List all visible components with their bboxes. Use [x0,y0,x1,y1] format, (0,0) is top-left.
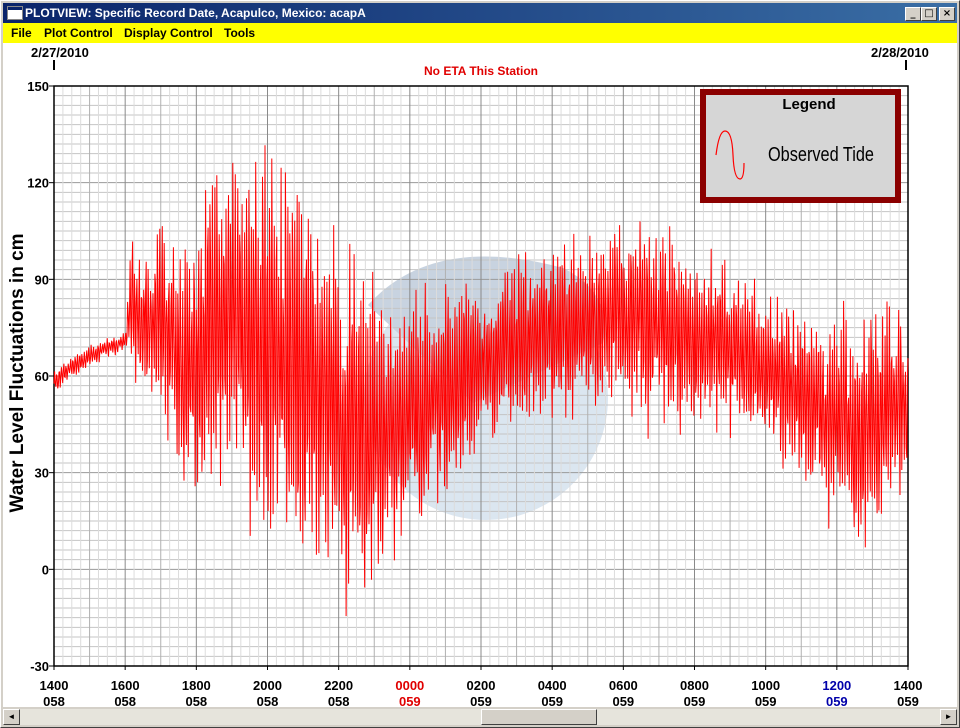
menu-tools[interactable]: Tools [224,26,256,40]
x-tick-label-time: 1200 [822,678,851,693]
x-tick-label-day: 059 [541,694,563,707]
x-axis: 1400058160005818000582000058220005800000… [40,666,923,707]
x-tick-label-time: 0800 [680,678,709,693]
scroll-thumb[interactable] [481,709,597,725]
x-tick-label-time: 2200 [324,678,353,693]
date-start-label: 2/27/2010 [31,45,89,60]
y-tick-label: 30 [35,466,49,481]
app-icon [7,6,23,20]
menu-file[interactable]: File [11,26,32,40]
x-tick-label-day: 058 [185,694,207,707]
x-tick-label-time: 0600 [609,678,638,693]
x-tick-label-day: 059 [826,694,848,707]
y-tick-label: -30 [30,659,49,674]
x-tick-label-time: 1800 [182,678,211,693]
y-tick-label: 0 [42,562,49,577]
y-tick-label: 120 [27,176,49,191]
x-tick-label-time: 1400 [40,678,69,693]
legend-swatch-icon [715,130,745,180]
y-axis: -30 0 30 60 90 120 150 [27,79,54,674]
menu-display-control[interactable]: Display Control [124,26,213,40]
y-tick-label: 60 [35,369,49,384]
y-tick-label: 150 [27,79,49,94]
window-title: PLOTVIEW: Specific Record Date, Acapulco… [25,6,366,20]
plot-area: -30 0 30 60 90 120 150 1400 058 1600 058 1800 058 20… [3,43,957,707]
chart-subtitle: No ETA This Station [424,64,538,78]
close-button[interactable]: × [939,7,955,21]
scroll-right-button[interactable]: ► [940,709,957,725]
x-tick-label-day: 058 [114,694,136,707]
x-tick-label-time: 0400 [538,678,567,693]
x-tick-label-day: 059 [399,694,421,707]
y-tick-label: 90 [35,272,49,287]
x-tick-label-day: 059 [684,694,706,707]
x-tick-label-time: 2000 [253,678,282,693]
x-tick-label-day: 059 [470,694,492,707]
minimize-button[interactable]: _ [905,7,921,21]
x-tick-label-time: 1000 [751,678,780,693]
menu-plot-control[interactable]: Plot Control [44,26,113,40]
x-tick-label-day: 059 [897,694,919,707]
x-tick-label-time: 0000 [395,678,424,693]
title-bar[interactable]: PLOTVIEW: Specific Record Date, Acapulco… [3,3,957,23]
x-tick-label-time: 1400 [894,678,923,693]
y-axis-label: Water Level Fluctuations in cm [7,233,28,512]
x-tick-label-time: 0200 [467,678,496,693]
x-tick-label-day: 058 [43,694,65,707]
legend-title: Legend [782,96,835,113]
x-tick-label-day: 058 [328,694,350,707]
x-tick-label-day: 059 [755,694,777,707]
x-tick-label-time: 1600 [111,678,140,693]
horizontal-scrollbar[interactable]: ◄ ► [3,709,957,725]
legend-entry-observed-tide: Observed Tide [768,144,874,166]
x-tick-label-day: 059 [612,694,634,707]
menu-bar: File Plot Control Display Control Tools [3,23,957,43]
date-end-label: 2/28/2010 [871,45,929,60]
x-tick-label-day: 058 [257,694,279,707]
maximize-button[interactable]: □ [921,7,937,21]
legend-box: Legend Observed Tide [700,89,901,203]
series-observed-tide [53,145,909,617]
series-layer [53,145,909,617]
scroll-left-button[interactable]: ◄ [3,709,20,725]
